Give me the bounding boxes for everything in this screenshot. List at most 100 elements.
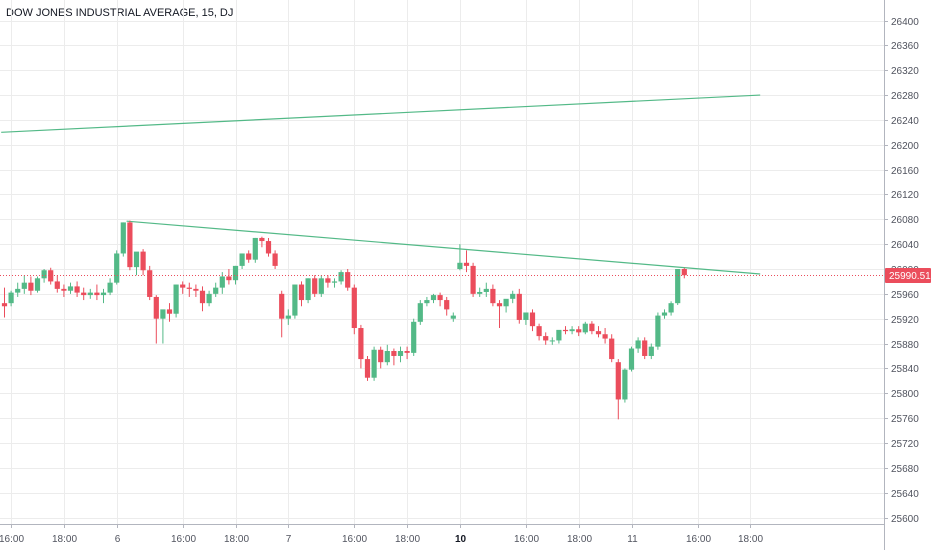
candle [48,267,54,285]
candle [81,287,87,301]
candle-body [114,253,120,283]
candle [450,312,456,322]
candle [523,312,529,325]
candle-body [675,269,681,304]
candle [61,284,67,297]
candle [648,343,654,360]
candle [655,312,661,350]
candle [503,298,509,313]
candle [312,275,318,297]
candle-body [285,315,291,319]
trendline[interactable] [126,220,761,275]
candle [232,265,239,285]
candle [265,237,272,257]
candle [285,309,291,325]
candle [576,326,582,337]
candle [661,309,668,319]
price-tick-label: 25840 [891,364,919,375]
candle [318,275,324,297]
time-tick-label: 16:00 [342,534,367,545]
candle-body [589,323,595,332]
candle [589,321,595,335]
time-tick-label: 6 [115,534,121,545]
candle-body [279,293,285,319]
price-axis[interactable]: 25600 25640 25680 25720 25760 25800 25840 25880… [884,0,919,550]
candle [609,334,615,363]
candle-body [463,262,470,266]
price-tick-label: 26160 [891,166,919,177]
candle-body [345,272,351,288]
candle-body [437,295,443,301]
price-tick-label: 26120 [891,190,919,201]
candle [100,288,107,304]
candle [226,269,232,285]
price-tick-label: 26280 [891,91,919,102]
candle-body [160,309,166,319]
price-tick-label: 26400 [891,17,919,28]
candle [543,332,549,345]
candle [549,337,555,345]
candle [411,318,417,356]
candle [127,220,133,271]
candle-body [219,276,225,288]
candle [199,286,206,312]
candle-body [166,309,173,314]
time-tick-label: 7 [286,534,292,545]
candle [463,250,470,273]
candle-body [107,282,113,293]
time-tick-label: 11 [627,534,638,545]
time-tick-label: 18:00 [52,534,77,545]
candle [305,278,311,304]
price-tick-label: 25680 [891,464,919,475]
candle-body [450,315,456,319]
candle-body [635,340,641,349]
candle-body [576,329,582,333]
candle-body [173,284,179,314]
trendline[interactable] [1,94,761,133]
candle [424,296,430,307]
candle [384,344,390,366]
candle [397,346,404,363]
candle-body [430,295,437,301]
candle-body [48,270,54,282]
candle-body [41,270,47,279]
candle-body [496,303,503,307]
candle-body [661,312,668,316]
candle-body [457,262,463,269]
candle-body [424,300,430,304]
candle-body [1,303,8,307]
candle [173,284,179,318]
candle-body [351,287,357,329]
candle-body [67,286,74,291]
candle-body [54,281,60,289]
candle [206,290,212,307]
candle [15,282,21,297]
candle [642,337,648,360]
time-tick-label: 18:00 [224,534,249,545]
candle [272,250,278,269]
candle [615,359,621,420]
chart-title: DOW JONES INDUSTRIAL AVERAGE, 15, DJ [6,7,234,19]
candle-body [34,278,41,291]
candle-body [21,282,27,289]
trendlines[interactable] [1,94,761,275]
candle-body [529,312,536,327]
candle [351,284,357,335]
candle-body [298,284,305,301]
candle-body [378,349,384,363]
candle [556,329,562,344]
candle [569,326,575,335]
candle-body [628,348,635,370]
candle [239,253,245,269]
candle [338,270,344,285]
candle [417,300,423,325]
last-price-label: 25990.51 [885,268,931,283]
candle-body [100,292,107,296]
price-tick-label: 26040 [891,240,919,251]
time-axis[interactable]: 16:00 18:00 6 16:00 18:00 7 16:00 18:00 10 16:00 1… [0,524,884,545]
candle-body [153,296,159,319]
candle [246,250,252,263]
candle-body [470,265,476,294]
candle-body [358,328,364,360]
